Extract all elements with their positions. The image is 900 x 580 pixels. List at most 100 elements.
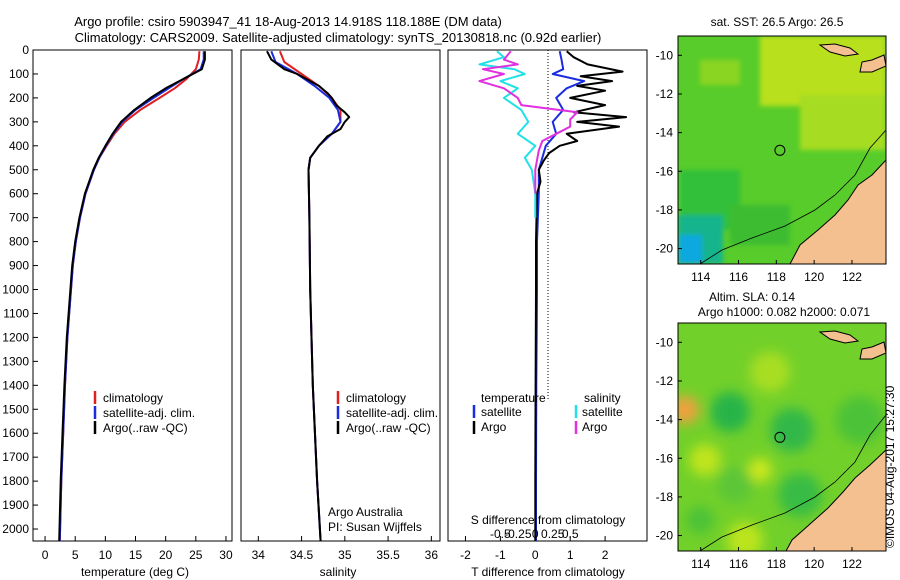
s-tick-label: -0.25 [504,527,532,541]
depth-tick-label: 1100 [3,306,29,320]
sst-map-frame [677,35,887,265]
sla-patch [770,408,814,452]
x-tick-label: 0 [42,548,49,562]
s-tick-label: 0.5 [562,527,579,541]
x-tick-label: 36 [425,548,439,562]
x-tick-label: 35 [338,548,352,562]
x-tick-label: 25 [189,548,203,562]
series-t-argo [534,50,628,541]
lat-tick-label: -12 [656,374,674,388]
legend-t-argo: Argo [481,420,507,434]
sla-bathymetry-contour [699,414,886,551]
sla-patch [710,392,750,432]
s-tick-label: 0.25 [541,527,565,541]
lat-tick-label: -18 [656,203,674,217]
sst-island-north [818,43,860,57]
depth-tick-label: 700 [9,211,29,225]
salinity-legend-argo: Argo(..raw -QC) [346,421,431,435]
sla-map-title-line2: Argo h1000: 0.082 h2000: 0.071 [698,305,870,319]
difference-series [478,50,628,541]
lon-tick-label: 116 [729,270,748,284]
x-tick-label: 35.5 [376,548,400,562]
lon-tick-label: 120 [804,557,824,571]
sla-patch [778,473,822,517]
sst-map-field [678,36,886,264]
depth-tick-label: 300 [9,115,29,129]
difference-panel: -2 -1 0 1 2 temperature salinity satellite A… [447,49,648,579]
series-climatology [58,51,201,542]
lat-tick-label: -20 [656,242,674,256]
temperature-legend: climatology satellite-adj. clim. Argo(..… [93,391,195,435]
lon-tick-label: 122 [842,270,862,284]
depth-tick-label: 0 [22,43,29,57]
sla-map-frame [677,322,887,552]
sst-island-east [859,54,886,73]
depth-tick-label: 1300 [2,354,29,368]
series-s-argo [478,50,579,194]
lat-tick-label: -12 [656,87,674,101]
lon-tick-label: 122 [842,557,862,571]
sla-map-title-line1: Altim. SLA: 0.14 [709,290,795,304]
depth-axis-ticks: 0 100 200 300 400 500 600 700 800 900 1000 1100 1200… [2,43,38,536]
lat-tick-label: -18 [656,490,674,504]
s-difference-label: S difference from climatology [471,513,626,527]
sla-island-east [859,341,886,360]
sst-map-title: sat. SST: 26.5 Argo: 26.5 [711,15,844,29]
depth-tick-label: 800 [9,235,29,249]
temperature-plot-frame [32,49,233,542]
imos-stamp: ©IMOS 04-Aug-2017 15:27:30 [883,385,897,548]
lon-tick-label: 116 [729,557,748,571]
depth-tick-label: 400 [9,139,29,153]
legend-s-argo: Argo [582,420,608,434]
depth-tick-label: 1900 [2,498,29,512]
temperature-x-ticks: 0 5 10 15 20 25 30 [42,536,233,562]
depth-tick-label: 1200 [2,330,29,344]
salinity-x-label: salinity [320,565,357,579]
sla-patch [686,506,714,534]
x-tick-label: 30 [219,548,233,562]
lat-tick-label: -16 [656,164,674,178]
salinity-series [266,50,351,542]
series-s-satellite [478,50,537,218]
x-tick-label: 20 [159,548,173,562]
legend-header-temperature: temperature [481,391,546,405]
sla-patch [678,396,699,424]
sst-argo-position-marker [774,144,786,156]
salinity-legend: climatology satellite-adj. clim. Argo(..… [336,391,438,435]
depth-tick-label: 2000 [2,522,29,536]
sla-argo-position-marker [774,431,786,443]
sst-map-ticks: 114 116 118 120 122 -10 -12 -14 -16 -18 -20 [656,48,863,284]
series-argo-raw-qc [266,50,351,542]
x-tick-label: 5 [72,548,79,562]
depth-tick-label: 600 [9,187,29,201]
header-line1: Argo profile: csiro 5903947_41 18-Aug-20… [74,14,502,29]
lon-tick-label: 114 [691,270,710,284]
depth-tick-label: 1800 [2,474,29,488]
legend-header-salinity: salinity [584,391,621,405]
temperature-legend-argo: Argo(..raw -QC) [103,421,188,435]
lon-tick-label: 114 [691,557,710,571]
x-tick-label: -1 [495,548,506,562]
difference-plot-frame [447,49,648,542]
salinity-plot-frame [240,49,441,542]
depth-tick-label: 1700 [2,450,29,464]
series-argo-raw-qc [58,51,206,542]
sla-map-ticks: 114 116 118 120 122 -10 -12 -14 -16 -18 -20 [656,335,863,571]
sla-patch [717,467,753,503]
sst-patch [700,60,740,85]
x-tick-label: 1 [567,548,574,562]
header-line2: Climatology: CARS2009. Satellite-adjuste… [75,30,602,45]
sla-patch [689,444,721,476]
lat-tick-label: -14 [656,413,674,427]
series-satellite-adj-clim [270,50,342,542]
salinity-legend-satellite: satellite-adj. clim. [346,406,438,420]
x-tick-label: 2 [602,548,609,562]
depth-tick-label: 500 [9,163,29,177]
salinity-panel: 34 34.5 35 35.5 36 salinity climatology sate… [240,49,441,579]
series-satellite-adj-clim [58,51,205,542]
temperature-series [58,51,206,542]
sst-patch [730,205,790,245]
s-tick-label: 0 [532,527,539,541]
lat-tick-label: -16 [656,451,674,465]
sla-map-field [678,323,886,551]
